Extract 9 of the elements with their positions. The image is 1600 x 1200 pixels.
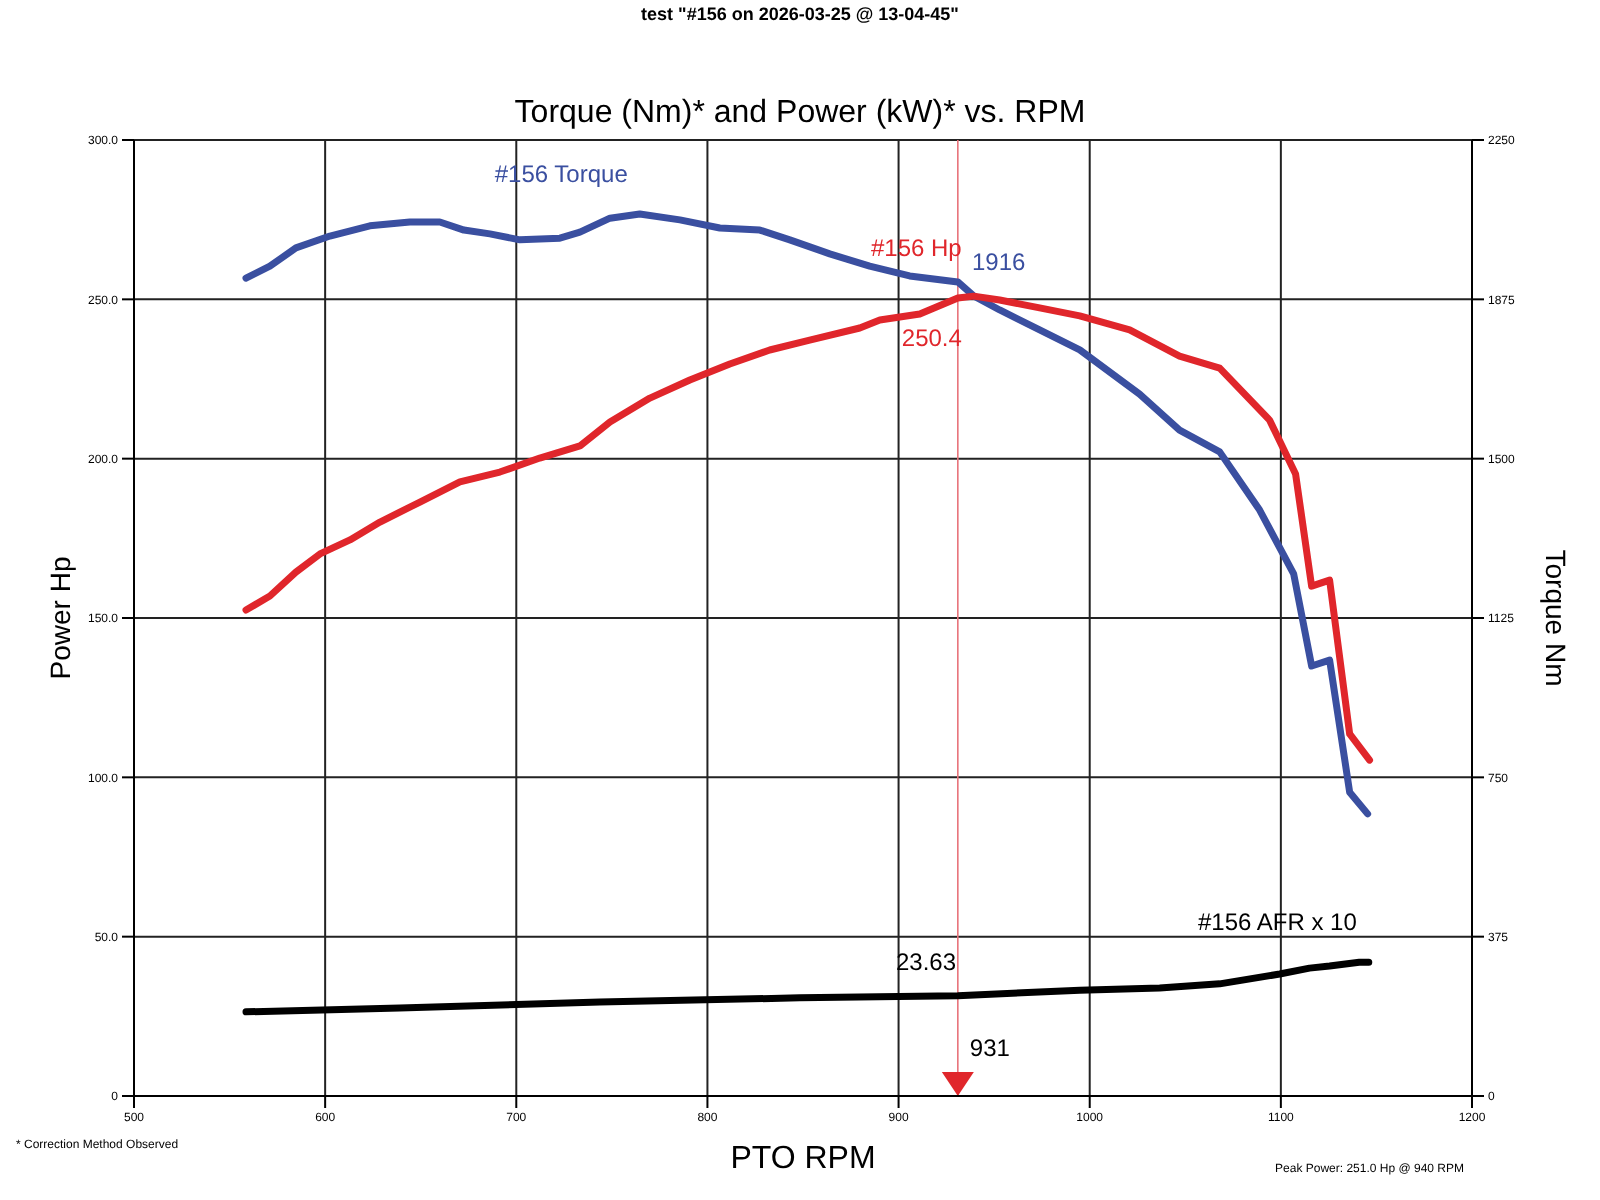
line-series (242, 210, 1372, 818)
chart-title: Torque (Nm)* and Power (kW)* vs. RPM (512, 96, 1088, 132)
ref-line-label: 931 (969, 1034, 1011, 1062)
line-series (242, 292, 1374, 764)
annotation: 1916 (972, 248, 1026, 276)
chart-subtitle: test "#156 on 2026-03-25 @ 13-04-45" (639, 4, 961, 24)
y2-axis-title: Torque Nm (1540, 549, 1573, 687)
y-axis-title: Power Hp (43, 556, 76, 680)
x-axis-title: PTO RPM (730, 1142, 876, 1176)
